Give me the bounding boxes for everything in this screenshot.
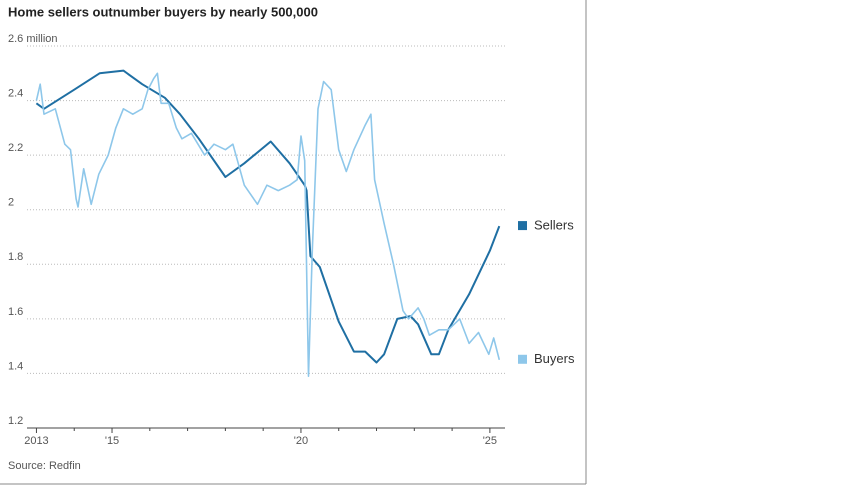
x-tick-label: 2013 <box>24 435 48 447</box>
y-tick-label: 1.8 <box>8 251 23 263</box>
legend-swatch <box>518 221 527 231</box>
legend-label: Buyers <box>534 351 575 366</box>
x-tick-label: '20 <box>294 435 308 447</box>
y-tick-label: 2.4 <box>8 87 23 99</box>
series-line <box>35 69 501 364</box>
y-tick-label: 2.2 <box>8 142 23 154</box>
legend-swatch <box>518 354 527 364</box>
x-tick-label: '25 <box>483 435 497 447</box>
legend-label: Sellers <box>534 218 574 233</box>
y-tick-label: 1.4 <box>8 360 23 372</box>
chart-title: Home sellers outnumber buyers by nearly … <box>8 4 318 19</box>
source: Source: Redfin <box>8 460 81 472</box>
x-tick-label: '15 <box>105 435 119 447</box>
y-tick-label: 2.6 million <box>8 33 58 45</box>
y-tick-label: 2 <box>8 197 14 209</box>
y-tick-label: 1.2 <box>8 415 23 427</box>
y-tick-label: 1.6 <box>8 306 23 318</box>
series-line <box>35 72 501 377</box>
